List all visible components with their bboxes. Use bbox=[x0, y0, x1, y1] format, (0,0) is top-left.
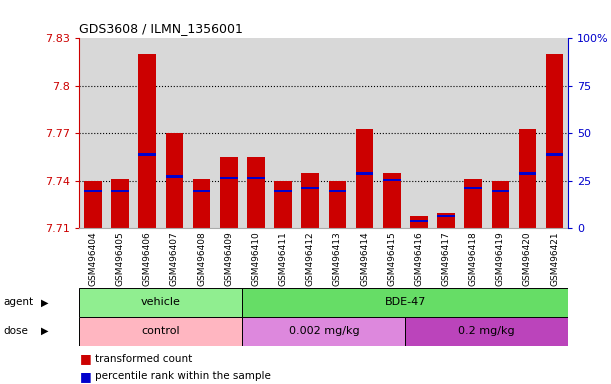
Text: vehicle: vehicle bbox=[141, 297, 181, 308]
Bar bbox=[247, 177, 265, 179]
Bar bbox=[274, 181, 292, 228]
Text: agent: agent bbox=[3, 297, 33, 308]
Bar bbox=[84, 181, 102, 228]
Bar bbox=[405, 317, 568, 346]
Text: ▶: ▶ bbox=[42, 326, 49, 336]
Bar bbox=[329, 190, 346, 192]
Bar bbox=[220, 157, 238, 228]
Bar bbox=[410, 220, 428, 222]
Bar bbox=[546, 153, 563, 156]
Bar bbox=[301, 173, 319, 228]
Bar bbox=[437, 215, 455, 217]
Bar bbox=[356, 172, 373, 175]
Bar bbox=[356, 129, 373, 228]
Text: dose: dose bbox=[3, 326, 28, 336]
Bar bbox=[383, 173, 401, 228]
Bar bbox=[410, 216, 428, 228]
Bar bbox=[491, 190, 509, 192]
Bar bbox=[84, 190, 102, 192]
Text: 0.2 mg/kg: 0.2 mg/kg bbox=[458, 326, 515, 336]
Bar bbox=[139, 153, 156, 156]
Text: 0.002 mg/kg: 0.002 mg/kg bbox=[288, 326, 359, 336]
Bar bbox=[329, 181, 346, 228]
Text: control: control bbox=[142, 326, 180, 336]
Text: ▶: ▶ bbox=[42, 297, 49, 308]
Text: ■: ■ bbox=[79, 353, 91, 366]
Text: percentile rank within the sample: percentile rank within the sample bbox=[95, 371, 271, 381]
Bar bbox=[243, 317, 405, 346]
Text: transformed count: transformed count bbox=[95, 354, 192, 364]
Bar bbox=[193, 190, 210, 192]
Bar bbox=[491, 181, 509, 228]
Bar bbox=[274, 190, 292, 192]
Bar bbox=[383, 179, 401, 181]
Bar bbox=[220, 177, 238, 179]
Bar bbox=[139, 54, 156, 228]
Bar bbox=[519, 129, 536, 228]
Bar bbox=[111, 179, 129, 228]
Bar bbox=[437, 213, 455, 228]
Bar bbox=[546, 54, 563, 228]
Bar bbox=[111, 190, 129, 192]
Bar bbox=[519, 172, 536, 175]
Bar bbox=[464, 187, 482, 189]
Bar bbox=[243, 288, 568, 317]
Bar bbox=[193, 179, 210, 228]
Text: ■: ■ bbox=[79, 370, 91, 383]
Bar bbox=[166, 134, 183, 228]
Bar bbox=[166, 175, 183, 178]
Bar bbox=[79, 317, 243, 346]
Bar bbox=[464, 179, 482, 228]
Text: BDE-47: BDE-47 bbox=[384, 297, 426, 308]
Bar bbox=[301, 187, 319, 189]
Text: GDS3608 / ILMN_1356001: GDS3608 / ILMN_1356001 bbox=[79, 22, 243, 35]
Bar bbox=[247, 157, 265, 228]
Bar bbox=[79, 288, 243, 317]
